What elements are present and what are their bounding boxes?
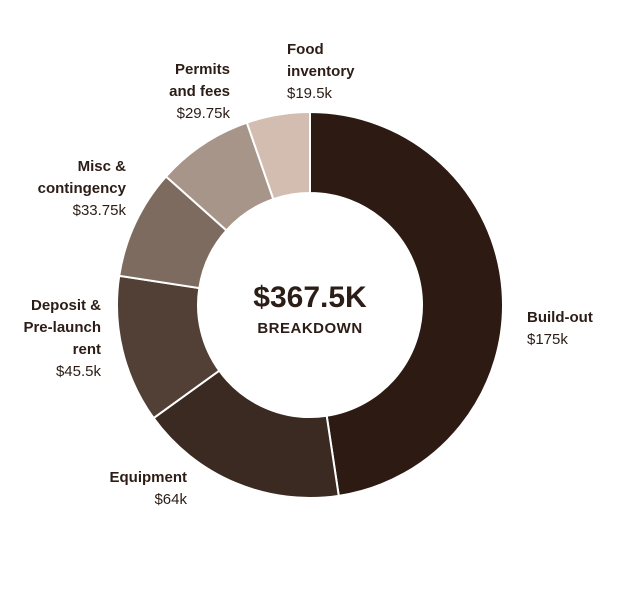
slice-equipment bbox=[152, 369, 340, 499]
slice-value-label: $45.5k bbox=[56, 363, 102, 380]
slice-name-label: Permits bbox=[175, 61, 230, 78]
slice-build-out bbox=[309, 110, 504, 497]
slice-name-label: Food bbox=[287, 41, 324, 58]
labels-layer: Build-out $175k Equipment $64k Deposit & Pre-… bbox=[23, 41, 592, 508]
center-total: $367.5K bbox=[253, 281, 367, 314]
slice-food-inventory bbox=[245, 110, 311, 201]
slices-layer bbox=[116, 110, 504, 499]
slice-value-label: $175k bbox=[527, 331, 568, 348]
slice-value-label: $19.5k bbox=[287, 85, 333, 102]
center-caption: BREAKDOWN bbox=[257, 320, 362, 337]
slice-label: Misc & contingency $33.75k bbox=[38, 158, 127, 219]
slice-name-label: Pre-launch bbox=[23, 319, 101, 336]
slice-name-label: Misc & bbox=[78, 158, 127, 175]
slice-name-label: rent bbox=[73, 341, 101, 358]
slice-label: Build-out $175k bbox=[527, 309, 593, 348]
slice-name-label: Equipment bbox=[110, 469, 188, 486]
slice-name-label: contingency bbox=[38, 180, 127, 197]
slice-value-label: $33.75k bbox=[73, 202, 127, 219]
slice-label: Permits and fees $29.75k bbox=[169, 61, 230, 122]
slice-name-label: inventory bbox=[287, 63, 355, 80]
slice-label: Food inventory $19.5k bbox=[287, 41, 355, 102]
slice-name-label: Deposit & bbox=[31, 297, 101, 314]
slice-label: Equipment $64k bbox=[110, 469, 188, 508]
slice-name-label: and fees bbox=[169, 83, 230, 100]
slice-name-label: Build-out bbox=[527, 309, 593, 326]
slice-value-label: $29.75k bbox=[177, 105, 231, 122]
slice-value-label: $64k bbox=[154, 491, 187, 508]
slice-label: Deposit & Pre-launch rent $45.5k bbox=[23, 297, 101, 380]
